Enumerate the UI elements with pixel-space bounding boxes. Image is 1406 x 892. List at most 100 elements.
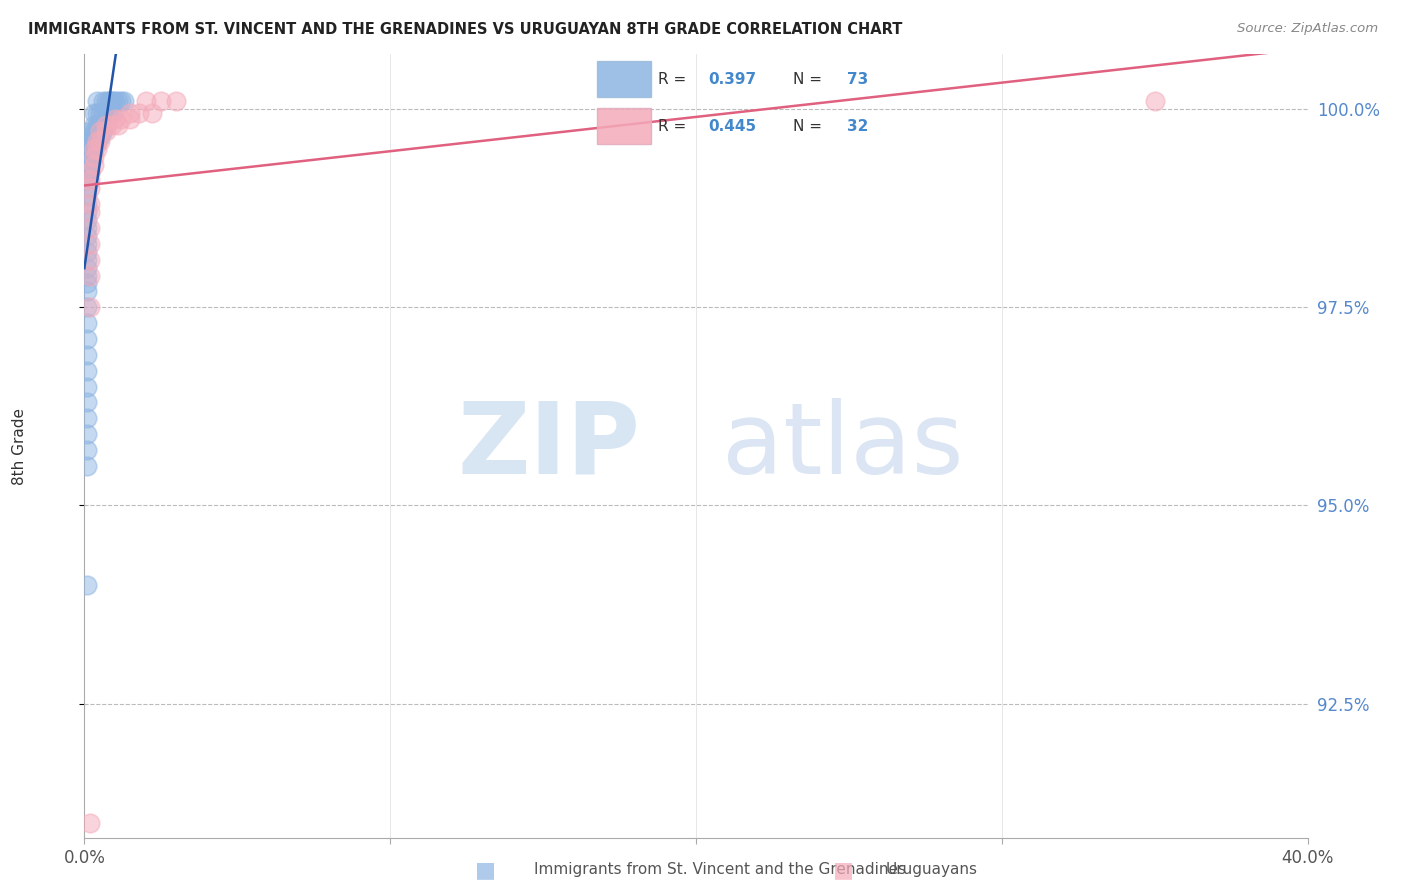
Point (86, 134, 108, 148)
Text: atlas: atlas (721, 398, 963, 494)
Point (83, 142, 105, 156)
Point (149, 94, 172, 108)
Point (76, 277, 98, 291)
Point (79, 150, 101, 164)
Point (76, 173, 98, 187)
Point (76, 157, 98, 171)
Text: 73: 73 (846, 71, 869, 87)
Point (110, 94, 132, 108)
Point (76, 205, 98, 219)
Point (76, 165, 98, 179)
Point (86, 142, 108, 156)
Point (101, 94, 124, 108)
Point (76, 442, 98, 457)
Point (79, 136, 101, 150)
Point (97, 94, 120, 108)
Point (91, 94, 114, 108)
Point (89, 106, 111, 120)
Point (86, 94, 108, 108)
Text: IMMIGRANTS FROM ST. VINCENT AND THE GRENADINES VS URUGUAYAN 8TH GRADE CORRELATIO: IMMIGRANTS FROM ST. VINCENT AND THE GREN… (28, 22, 903, 37)
Point (97, 94, 120, 108)
Point (76, 181, 98, 195)
Point (86, 124, 108, 138)
Point (76, 427, 98, 442)
Point (89, 134, 111, 148)
Point (76, 260, 98, 275)
Point (79, 165, 101, 179)
Point (76, 213, 98, 227)
Text: 0.397: 0.397 (709, 71, 756, 87)
Point (91, 118, 114, 132)
Point (76, 252, 98, 267)
Point (79, 124, 101, 138)
FancyBboxPatch shape (598, 109, 651, 144)
Point (86, 118, 108, 132)
Point (89, 129, 111, 144)
Point (83, 142, 105, 156)
Point (76, 348, 98, 362)
Point (89, 124, 111, 138)
Point (76, 236, 98, 251)
Point (120, 106, 142, 120)
Text: ■: ■ (834, 860, 853, 880)
Point (112, 94, 135, 108)
Point (83, 150, 105, 164)
Y-axis label: 8th Grade: 8th Grade (11, 408, 27, 484)
Point (107, 118, 129, 132)
Point (76, 142, 98, 156)
Text: ■: ■ (475, 860, 495, 880)
Point (94, 94, 117, 108)
Point (76, 197, 98, 211)
Text: 32: 32 (846, 119, 869, 134)
Point (79, 165, 101, 179)
Point (76, 189, 98, 203)
Point (107, 94, 129, 108)
Point (79, 205, 101, 219)
Point (76, 150, 98, 164)
FancyBboxPatch shape (598, 62, 651, 96)
Point (91, 124, 114, 138)
Point (76, 458, 98, 473)
Point (76, 300, 98, 314)
Text: N =: N = (793, 71, 827, 87)
Point (83, 129, 105, 144)
Point (94, 118, 117, 132)
Point (86, 106, 108, 120)
Text: N =: N = (793, 119, 827, 134)
Point (120, 112, 142, 126)
Point (79, 221, 101, 235)
Point (79, 300, 101, 314)
Point (76, 316, 98, 330)
Point (94, 118, 117, 132)
Point (79, 173, 101, 187)
Point (83, 106, 105, 120)
Text: Immigrants from St. Vincent and the Grenadines: Immigrants from St. Vincent and the Gren… (534, 863, 907, 877)
Point (79, 157, 101, 171)
Point (79, 815, 101, 830)
Point (94, 106, 117, 120)
Point (101, 106, 124, 120)
Point (79, 181, 101, 195)
Point (89, 124, 111, 138)
Point (76, 411, 98, 425)
Point (94, 124, 117, 138)
Point (83, 118, 105, 132)
Point (76, 136, 98, 150)
Point (76, 244, 98, 259)
Point (76, 268, 98, 283)
Point (104, 94, 127, 108)
Text: R =: R = (658, 119, 692, 134)
Point (76, 379, 98, 393)
Point (79, 142, 101, 156)
Point (79, 129, 101, 144)
Point (101, 118, 124, 132)
Point (1143, 94, 1166, 108)
Point (83, 124, 105, 138)
Point (97, 106, 120, 120)
Point (128, 106, 150, 120)
Point (76, 364, 98, 378)
Point (79, 197, 101, 211)
Point (104, 112, 127, 126)
Text: R =: R = (658, 71, 692, 87)
Point (83, 136, 105, 150)
